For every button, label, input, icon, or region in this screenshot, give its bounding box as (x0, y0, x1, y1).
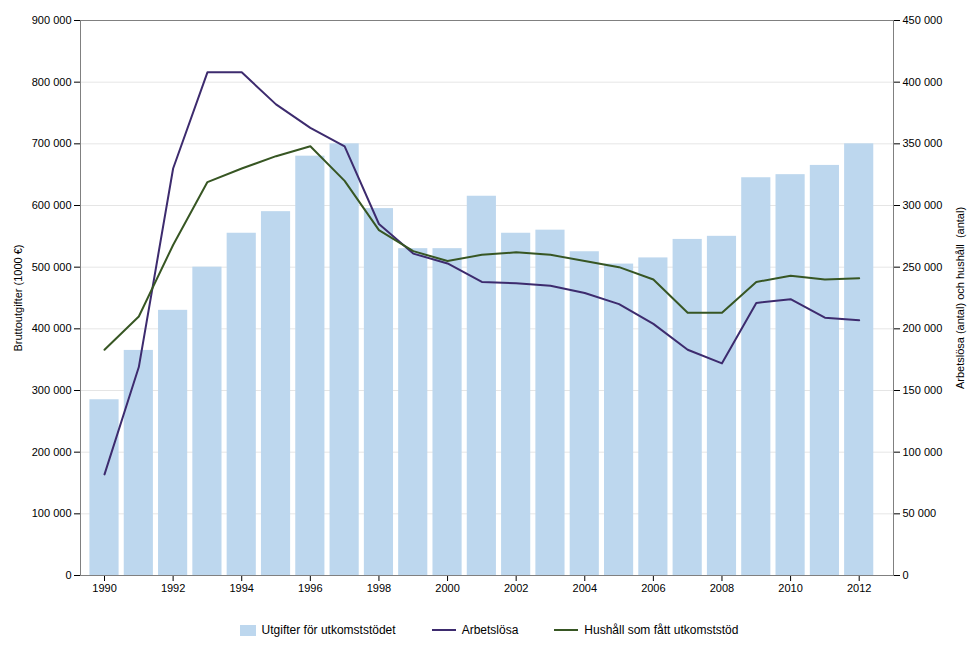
svg-text:50 000: 50 000 (903, 507, 937, 519)
svg-text:500 000: 500 000 (32, 261, 72, 273)
svg-text:400 000: 400 000 (903, 76, 943, 88)
html-text:Hushåll som fått utkomststöd: Hushåll som fått utkomststöd (584, 623, 739, 637)
svg-text:2010: 2010 (778, 582, 802, 594)
svg-text:450 000: 450 000 (903, 14, 943, 26)
svg-text:0: 0 (903, 569, 909, 581)
svg-text:600 000: 600 000 (32, 199, 72, 211)
svg-text:250 000: 250 000 (903, 261, 943, 273)
svg-text:300 000: 300 000 (32, 384, 72, 396)
svg-text:2000: 2000 (435, 582, 459, 594)
svg-text:2008: 2008 (710, 582, 734, 594)
svg-text:2004: 2004 (573, 582, 597, 594)
svg-text:Arbetslösa (antal) och hushåll: Arbetslösa (antal) och hushåll (antal) (954, 207, 966, 389)
svg-text:Bruttoutgifter (1000 €): Bruttoutgifter (1000 €) (12, 244, 24, 351)
svg-text:350 000: 350 000 (903, 137, 943, 149)
svg-text:800 000: 800 000 (32, 76, 72, 88)
svg-text:150 000: 150 000 (903, 384, 943, 396)
svg-text:200 000: 200 000 (32, 446, 72, 458)
svg-text:1992: 1992 (161, 582, 185, 594)
svg-text:0: 0 (65, 569, 71, 581)
svg-text:1996: 1996 (298, 582, 322, 594)
svg-text:400 000: 400 000 (32, 322, 72, 334)
html-text:Utgifter för utkomststödet: Utgifter för utkomststödet (261, 623, 396, 637)
svg-text:200 000: 200 000 (903, 322, 943, 334)
svg-text:1998: 1998 (367, 582, 391, 594)
svg-text:100 000: 100 000 (32, 507, 72, 519)
svg-text:2012: 2012 (847, 582, 871, 594)
html-text:Arbetslösa: Arbetslösa (461, 623, 519, 637)
svg-text:1994: 1994 (229, 582, 253, 594)
svg-text:900 000: 900 000 (32, 14, 72, 26)
svg-text:100 000: 100 000 (903, 446, 943, 458)
svg-text:300 000: 300 000 (903, 199, 943, 211)
svg-text:1990: 1990 (92, 582, 116, 594)
svg-text:700 000: 700 000 (32, 137, 72, 149)
svg-text:2002: 2002 (504, 582, 528, 594)
svg-text:2006: 2006 (641, 582, 665, 594)
